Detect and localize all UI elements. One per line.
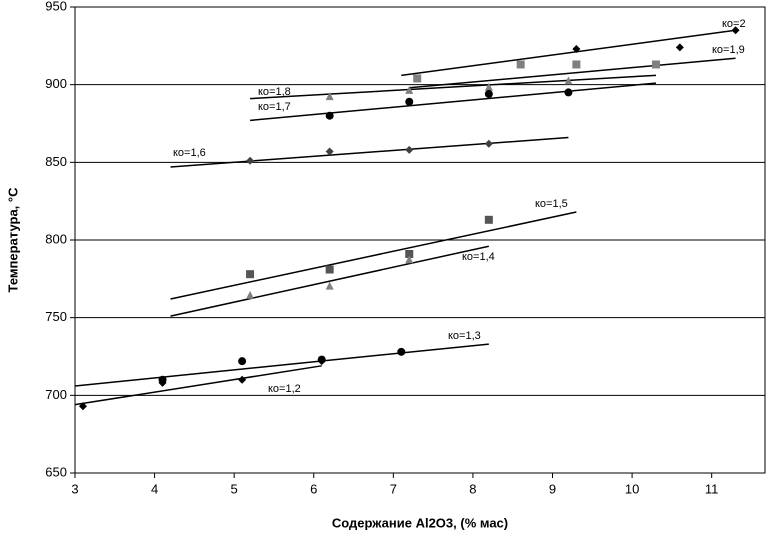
trend-line (170, 245, 490, 317)
trend-line (409, 57, 736, 89)
point (484, 215, 493, 224)
point (413, 74, 422, 83)
trend-line (250, 82, 657, 122)
point (246, 270, 255, 279)
point (238, 375, 247, 384)
series-label: ко=1,8 (258, 86, 291, 98)
x-tick-label: 4 (151, 481, 158, 496)
plot-border (74, 6, 766, 474)
point (246, 290, 255, 299)
x-tick-label: 11 (705, 481, 719, 496)
point (564, 76, 573, 85)
point (484, 89, 493, 98)
y-tick-label: 850 (45, 154, 67, 169)
y-tick-label: 750 (45, 309, 67, 324)
point (325, 111, 334, 120)
series-label: ко=1,6 (173, 147, 206, 159)
x-axis-title: Содержание Al2O3, (% мас) (332, 515, 508, 530)
point (405, 145, 414, 154)
point (405, 97, 414, 106)
y-tick-label: 650 (45, 464, 67, 479)
point (516, 60, 525, 69)
trend-line (401, 29, 736, 77)
series-label: ко=1,5 (535, 198, 568, 210)
point (675, 43, 684, 52)
x-tick-label: 8 (469, 481, 476, 496)
x-tick-label: 7 (390, 481, 397, 496)
series-label: ко=1,4 (462, 251, 495, 263)
point (325, 265, 334, 274)
y-tick-label: 700 (45, 387, 67, 402)
point (564, 88, 573, 97)
series-label: ко=2 (722, 18, 746, 30)
series-label: ко=1,2 (268, 383, 301, 395)
trend-line (250, 74, 657, 100)
point (397, 347, 406, 356)
point (405, 249, 414, 258)
point (78, 402, 87, 411)
y-axis-title: Температура, °С (5, 187, 20, 293)
point (158, 378, 167, 387)
point (317, 357, 326, 366)
x-tick-label: 9 (549, 481, 556, 496)
series-label: ко=1,7 (258, 101, 291, 113)
x-tick-label: 3 (71, 481, 78, 496)
point (484, 139, 493, 148)
trend-line (74, 365, 322, 406)
x-tick-label: 10 (625, 481, 639, 496)
series-label: ко=1,3 (448, 330, 481, 342)
series-label: ко=1,9 (712, 44, 745, 56)
point (325, 147, 334, 156)
x-tick-label: 5 (231, 481, 238, 496)
point (651, 60, 660, 69)
point (572, 44, 581, 53)
point (405, 85, 414, 94)
x-tick-label: 6 (310, 481, 317, 496)
trend-line (170, 211, 577, 300)
point (572, 60, 581, 69)
point (731, 26, 740, 35)
point (325, 92, 334, 101)
trend-line (74, 343, 489, 387)
y-tick-label: 900 (45, 76, 67, 91)
y-tick-label: 800 (45, 231, 67, 246)
point (484, 82, 493, 91)
point (405, 255, 414, 264)
trend-line (170, 136, 569, 168)
point (246, 156, 255, 165)
y-tick-label: 950 (45, 0, 67, 13)
point (325, 281, 334, 290)
point (238, 357, 247, 366)
